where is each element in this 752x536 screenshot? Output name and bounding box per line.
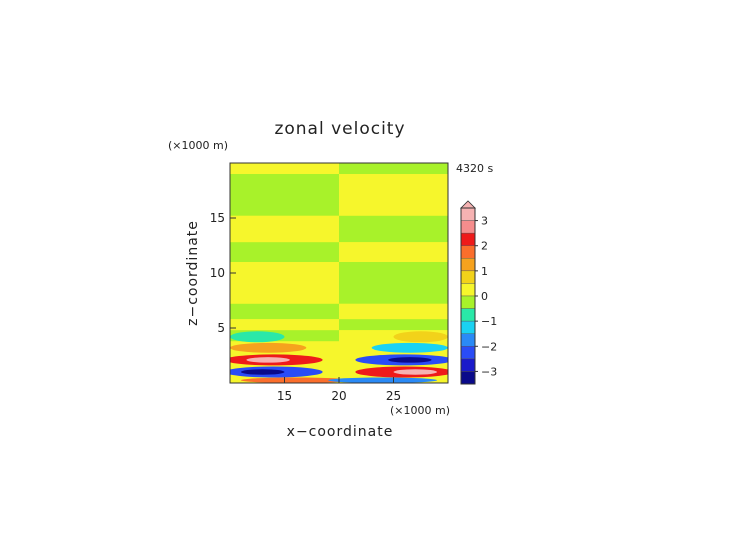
colorbar: 3 2 1 0 −1 −2 −3 [460,200,497,385]
colorbar-swatch-13 [460,371,476,385]
colorbar-swatch-12 [460,358,476,372]
contour-feature-11 [393,369,438,375]
colorbar-tick-label: −3 [481,365,497,378]
contour-feature-3 [371,342,448,353]
x-tick-label: 15 [277,389,292,403]
x-tick-label: 20 [331,389,346,403]
contour-feature-0 [230,331,285,343]
contour-feature-2 [230,342,307,353]
x-unit-label: (×1000 m) [390,404,450,417]
contour-feature-12 [240,377,350,383]
colorbar-swatch-5 [460,270,476,284]
colorbar-tick-label: 0 [481,290,488,303]
contour-feature-10 [240,369,285,375]
colorbar-swatch-6 [460,283,476,297]
band-right-2 [339,215,448,243]
colorbar-swatch-9 [460,320,476,334]
x-axis: 15 20 25 [277,377,401,403]
colorbar-tick-label: −2 [481,340,497,353]
chart-title: zonal velocity [274,119,405,139]
y-unit-label: (×1000 m) [168,139,228,152]
colorbar-swatch-2 [460,232,476,246]
band-left-5 [230,303,339,320]
colorbar-tick-label: −1 [481,315,497,328]
colorbar-swatch-1 [460,220,476,234]
band-left-3 [230,242,339,262]
contour-feature-7 [388,357,432,363]
contour-feature-13 [328,377,438,383]
band-left-0 [230,163,339,174]
y-axis: 5 10 15 [210,211,236,335]
contour-feature-6 [246,357,290,363]
band-right-7 [339,330,448,342]
band-right-4 [339,262,448,304]
band-right-0 [339,163,448,174]
band-left-7 [230,330,339,342]
band-right-5 [339,303,448,320]
contour-feature-1 [393,331,448,343]
colorbar-tick-label: 3 [481,215,488,228]
band-right-6 [339,319,448,331]
time-label: 4320 s [456,162,493,175]
colorbar-swatch-3 [460,245,476,259]
band-left-6 [230,319,339,331]
colorbar-swatch-8 [460,308,476,322]
colorbar-tick-label: 2 [481,240,488,253]
band-left-2 [230,215,339,243]
band-left-1 [230,174,339,216]
colorbar-swatch-11 [460,346,476,360]
band-right-1 [339,174,448,216]
y-tick-label: 15 [210,211,225,225]
y-axis-label: z−coordinate [185,220,201,326]
x-axis-label: x−coordinate [287,424,394,440]
colorbar-swatch-4 [460,258,476,272]
band-left-4 [230,262,339,304]
y-tick-label: 5 [217,321,225,335]
colorbar-swatch-10 [460,333,476,347]
colorbar-tick-label: 1 [481,265,488,278]
band-right-3 [339,242,448,262]
colorbar-extend-arrow [460,200,476,209]
y-tick-label: 10 [210,266,225,280]
colorbar-swatch-7 [460,295,476,309]
colorbar-swatch-0 [460,207,476,221]
contour-field [230,163,448,383]
x-tick-label: 25 [386,389,401,403]
